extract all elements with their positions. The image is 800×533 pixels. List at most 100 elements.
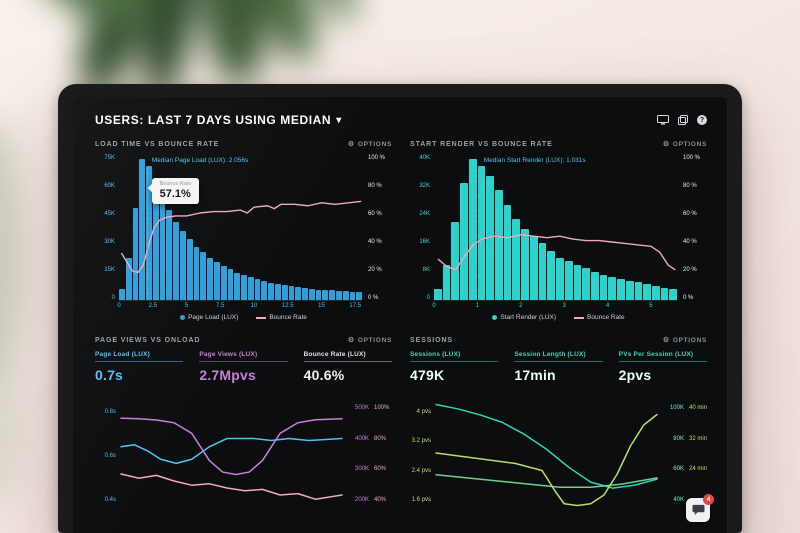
chat-widget-button[interactable]: 4 [686, 494, 714, 522]
plot-area: Median Start Render (LUX): 1.031s [434, 155, 678, 301]
stat: Page Views (LUX) 2.7Mpvs [199, 351, 288, 393]
stat-underline [199, 361, 288, 362]
bar [274, 283, 281, 300]
bar [617, 278, 625, 300]
bar [342, 291, 349, 300]
bar [503, 204, 512, 300]
bar [227, 269, 234, 300]
dashboard-screen: USERS: LAST 7 DAYS USING MEDIAN ▾ ? LOAD… [73, 97, 727, 533]
stat: Bounce Rate (LUX) 40.6% [303, 351, 392, 393]
plant-leaf [23, 0, 167, 39]
bar [261, 280, 268, 300]
bar [288, 285, 295, 300]
gear-icon: ⚙ [347, 337, 355, 344]
apps-icon[interactable] [678, 115, 688, 125]
bar [356, 292, 363, 300]
bar [241, 275, 247, 300]
axis-label-pair: 200K 40% [354, 496, 387, 503]
chart-area: 75K 60K 45K 30K 15K 0 Median Page Load (LUX): … [95, 155, 392, 301]
chevron-down-icon: ▾ [336, 114, 342, 126]
panel-load-time-vs-bounce-rate: LOAD TIME VS BOUNCE RATE ⚙ OPTIONS 75K 60… [95, 137, 392, 324]
legend-line [256, 316, 267, 319]
y-axis-left: 0.8s 0.6s 0.4s [104, 409, 116, 503]
gear-icon: ⚙ [662, 337, 670, 344]
median-label: Median Page Load (LUX): 2.056s [151, 157, 249, 164]
y-axis-right: 500K 100% 400K 80% 300K 60% 200K 40% [342, 397, 392, 509]
plant-leaf [0, 350, 20, 510]
bar [529, 236, 538, 300]
bar [329, 290, 335, 300]
options-label: OPTIONS [357, 141, 392, 148]
display-icon[interactable] [657, 115, 669, 125]
legend-item: Bounce Rate [256, 314, 307, 321]
stat-label: Bounce Rate (LUX) [303, 351, 366, 358]
legend-item: Page Load (LUX) [180, 314, 238, 321]
bar [564, 261, 573, 300]
legend-dot [492, 315, 498, 320]
chart-area: 4 pvs 3.2 pvs 2.4 pvs 1.6 pvs 100K 40 min 80K 3… [410, 397, 707, 509]
options-button[interactable]: ⚙ OPTIONS [663, 337, 707, 344]
bounce-rate-line [434, 155, 677, 300]
bar [634, 282, 643, 300]
bar [247, 277, 254, 300]
bar [146, 166, 152, 300]
stat-label: PVs Per Session (LUX) [618, 351, 694, 358]
bar [315, 289, 322, 300]
bar [234, 273, 241, 300]
bar [213, 261, 220, 300]
bar [254, 279, 261, 300]
gear-icon: ⚙ [662, 141, 670, 148]
page-title: USERS: LAST 7 DAYS USING MEDIAN [95, 113, 332, 127]
notification-badge: 4 [703, 494, 714, 505]
plant-leaf [244, 0, 326, 69]
dashboard-header: USERS: LAST 7 DAYS USING MEDIAN ▾ ? [95, 103, 707, 137]
y-axis-right: 100K 40 min 80K 32 min 60K 24 min 40K [657, 397, 707, 509]
panel-title: SESSIONS [410, 337, 453, 344]
bar [125, 258, 132, 300]
bar [200, 252, 207, 300]
legend-line [574, 316, 585, 319]
panel-title: PAGE VIEWS VS ONLOAD [95, 337, 201, 344]
stat-value: 2.7Mpvs [199, 367, 256, 383]
options-button[interactable]: ⚙ OPTIONS [663, 141, 707, 148]
bar [193, 246, 200, 300]
bar [451, 222, 460, 300]
panel-page-views-vs-onload: PAGE VIEWS VS ONLOAD ⚙ OPTIONS Page Load… [95, 333, 392, 509]
help-icon[interactable]: ? [697, 115, 707, 125]
bar [556, 257, 564, 300]
options-button[interactable]: ⚙ OPTIONS [348, 337, 392, 344]
bar [460, 183, 468, 300]
y-axis-left: 75K 60K 45K 30K 15K 0 [104, 155, 115, 301]
stat-value: 0.7s [95, 367, 124, 383]
stat: PVs Per Session (LUX) 2pvs [618, 351, 707, 393]
axis-label-pair: 300K 60% [354, 466, 387, 473]
bar [590, 271, 599, 300]
plant-leaf [0, 120, 24, 390]
chart-start-render: 40K 32K 24K 16K 8K 0 Median Start Render (LUX)… [410, 155, 707, 324]
stat: Sessions (LUX) 479K [410, 351, 499, 393]
bar [173, 221, 180, 300]
plant-leaf [291, 0, 367, 29]
y-axis-left: 40K 32K 24K 16K 8K 0 [419, 155, 430, 301]
stats-row: Page Load (LUX) 0.7s Page Views (LUX) 2.7Mp… [95, 351, 392, 393]
dashboard-title-dropdown[interactable]: USERS: LAST 7 DAYS USING MEDIAN ▾ [95, 113, 342, 127]
stat-underline [95, 361, 184, 362]
stat-label: Sessions (LUX) [410, 351, 461, 358]
stat-value: 479K [410, 367, 445, 383]
bar [302, 287, 308, 300]
median-line [478, 167, 480, 300]
bar [547, 250, 556, 300]
bar [186, 238, 193, 300]
axis-label-pair: 40K [673, 496, 684, 503]
bar [486, 176, 495, 300]
bar [669, 289, 678, 300]
line-series [436, 397, 657, 509]
bar [322, 290, 329, 300]
bar [538, 243, 547, 300]
bounce-rate-tooltip: Bounce Rate 57.1% [151, 178, 200, 205]
options-button[interactable]: ⚙ OPTIONS [348, 141, 392, 148]
line-series [121, 397, 342, 509]
median-label: Median Start Render (LUX): 1.031s [483, 157, 586, 164]
bar [573, 264, 582, 300]
stat-value: 17min [514, 367, 556, 383]
